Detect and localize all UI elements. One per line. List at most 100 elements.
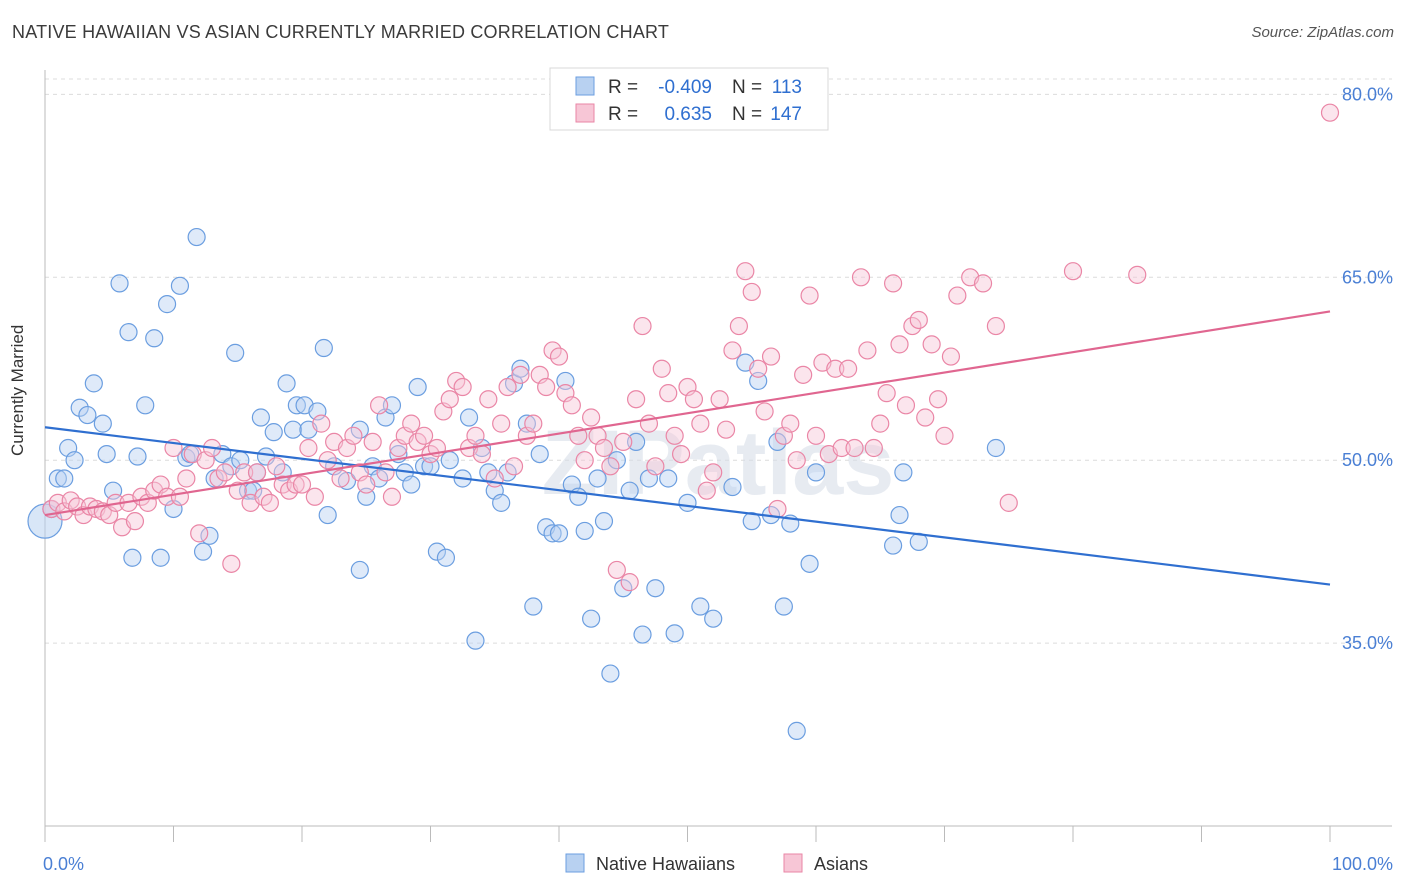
data-point <box>832 438 851 458</box>
legend-r-value-pink: 0.635 <box>664 104 712 125</box>
data-point <box>678 493 697 512</box>
data-point <box>626 390 646 409</box>
data-point <box>646 457 665 476</box>
data-point <box>55 469 74 488</box>
data-point <box>652 359 671 378</box>
data-point <box>922 335 941 354</box>
data-point <box>736 262 755 281</box>
source-label: Source: ZipAtlas.com <box>1251 24 1394 41</box>
legend-item-native-hawaiians: Native Hawaiians <box>596 854 735 874</box>
data-point <box>524 414 543 433</box>
data-point <box>125 512 145 531</box>
data-point <box>292 475 312 494</box>
data-point <box>864 438 883 458</box>
data-point <box>710 390 729 409</box>
trend-line <box>44 426 1331 586</box>
legend-r-label: R = <box>608 104 638 125</box>
data-point <box>453 377 472 397</box>
data-point <box>70 398 89 417</box>
data-point <box>128 447 147 466</box>
data-point <box>665 426 684 445</box>
data-point <box>97 444 116 464</box>
data-point <box>110 274 129 293</box>
data-point <box>684 390 704 409</box>
data-point <box>123 548 142 567</box>
data-point <box>594 438 614 458</box>
data-point <box>119 323 138 342</box>
data-point <box>549 524 569 543</box>
data-point <box>691 414 710 433</box>
data-point <box>768 499 787 519</box>
data-point <box>440 390 459 409</box>
data-point <box>370 396 389 415</box>
data-point <box>492 414 511 433</box>
data-point <box>408 377 427 397</box>
legend-bottom-pink-swatch <box>783 853 803 873</box>
data-point <box>839 359 858 378</box>
data-point <box>665 624 684 643</box>
grid-lines <box>45 78 1392 644</box>
y-tick-label: 50.0% <box>1342 450 1393 470</box>
data-point <box>659 469 678 488</box>
data-point <box>607 560 626 580</box>
data-point <box>459 408 479 427</box>
data-point <box>170 276 190 295</box>
legend-n-label: N = <box>732 104 762 125</box>
data-point <box>774 597 793 616</box>
data-point <box>671 444 691 464</box>
data-point <box>588 469 607 488</box>
data-point <box>928 390 948 409</box>
data-point <box>440 451 459 470</box>
data-point <box>800 286 819 305</box>
data-point <box>562 396 581 415</box>
data-point <box>414 426 434 445</box>
data-point <box>826 359 845 378</box>
data-point <box>524 597 543 616</box>
data-point <box>177 469 196 488</box>
data-point <box>504 457 524 476</box>
data-point <box>402 414 421 433</box>
data-point <box>65 451 84 470</box>
data-point <box>806 463 826 482</box>
data-point <box>742 512 761 531</box>
data-point <box>1063 262 1083 281</box>
data-point <box>485 469 504 488</box>
legend-pink-swatch <box>575 103 595 123</box>
data-point <box>492 493 511 512</box>
data-point <box>948 286 967 305</box>
data-point <box>193 542 213 561</box>
trend-lines <box>44 310 1331 586</box>
legend-bottom: Native Hawaiians Asians <box>565 853 868 874</box>
legend-r-value-blue: -0.409 <box>658 77 712 98</box>
data-point <box>620 481 639 500</box>
data-point <box>277 374 296 393</box>
data-point <box>999 493 1018 512</box>
data-point <box>894 463 913 482</box>
data-point <box>704 609 723 628</box>
legend-bottom-blue-swatch <box>565 853 585 873</box>
data-point <box>498 377 517 397</box>
data-point <box>479 390 498 409</box>
data-point <box>215 463 234 482</box>
data-point <box>794 365 813 384</box>
data-point <box>350 560 369 580</box>
data-point <box>909 310 928 330</box>
data-point <box>549 347 569 366</box>
data-point <box>620 573 639 592</box>
data-point <box>190 524 209 543</box>
legend-top: R = -0.409 N = 113 R = 0.635 N = 147 <box>549 67 829 131</box>
data-point <box>883 274 903 293</box>
data-point <box>594 512 614 531</box>
data-point <box>537 377 556 397</box>
tick-labels: 35.0% 50.0% 65.0% 80.0% 0.0% 100.0% <box>43 84 1393 874</box>
data-point <box>314 338 333 358</box>
data-point <box>941 347 961 366</box>
y-tick-label: 80.0% <box>1342 84 1393 104</box>
data-point <box>659 384 678 403</box>
legend-r-label: R = <box>608 77 638 98</box>
data-point <box>646 579 665 598</box>
data-point <box>157 295 177 314</box>
chart-title: NATIVE HAWAIIAN VS ASIAN CURRENTLY MARRI… <box>12 22 670 42</box>
data-point <box>704 463 723 482</box>
data-point <box>626 432 646 452</box>
